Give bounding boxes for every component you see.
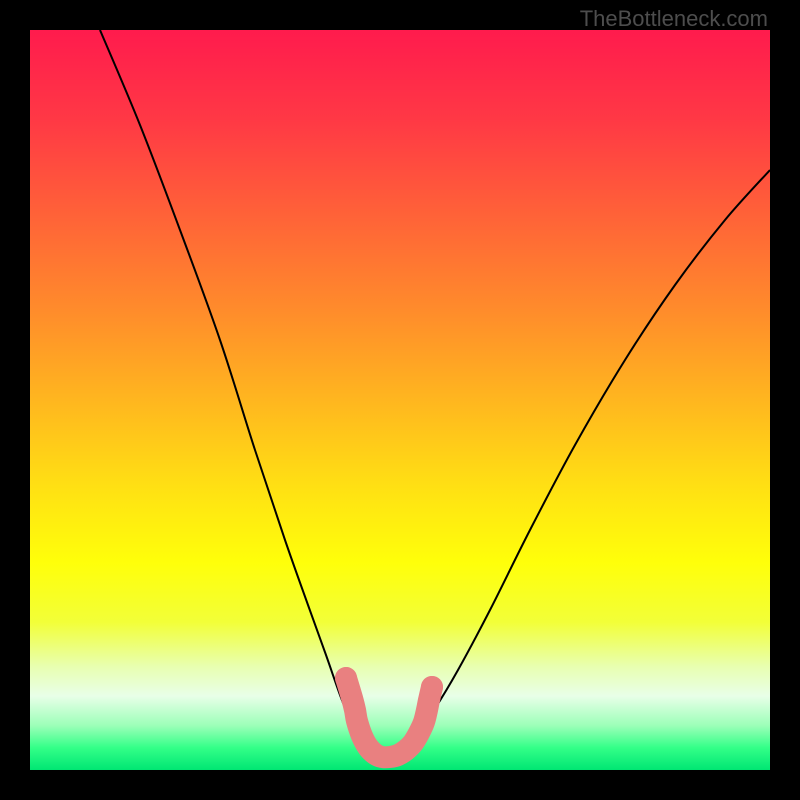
watermark-text: TheBottleneck.com <box>580 6 768 32</box>
plot-area <box>30 30 770 770</box>
heat-gradient-background <box>30 30 770 770</box>
